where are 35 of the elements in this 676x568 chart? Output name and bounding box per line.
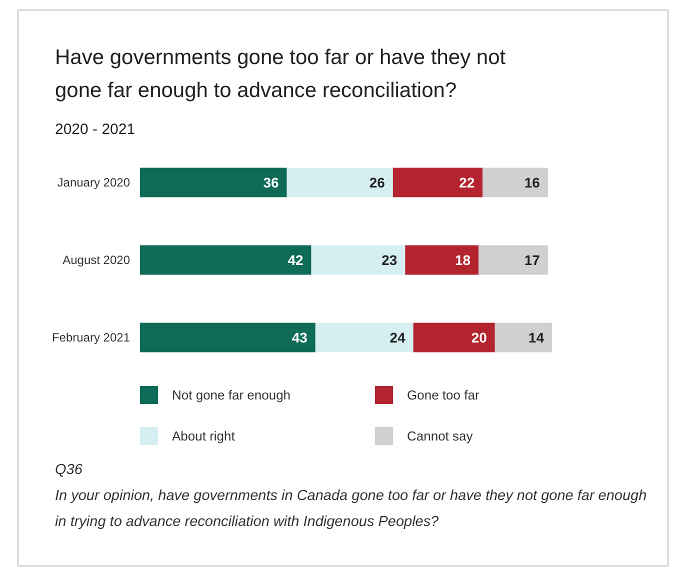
data-label: 18 xyxy=(454,252,471,268)
bar xyxy=(482,168,548,198)
data-label: 43 xyxy=(292,329,308,346)
data-label: 42 xyxy=(288,252,304,268)
legend-label: Not gone far enough xyxy=(172,388,291,403)
bar xyxy=(140,322,316,352)
data-label: 22 xyxy=(459,174,475,190)
bar xyxy=(405,245,479,275)
y-tick-label: January 2020 xyxy=(57,175,130,190)
data-label: 36 xyxy=(263,174,280,190)
legend-label: About right xyxy=(172,428,236,444)
bar xyxy=(311,245,406,275)
bar xyxy=(140,245,312,275)
bar xyxy=(140,168,287,198)
y-tick-label: August 2020 xyxy=(62,252,130,267)
data-label: 24 xyxy=(390,329,406,346)
chart-title: Have governments gone too far or have they not gone far enough to advance reconciliation? xyxy=(55,46,506,102)
bar xyxy=(315,322,414,352)
data-label: 20 xyxy=(471,329,488,346)
bar xyxy=(392,168,483,198)
bar xyxy=(286,168,393,198)
text: In your opinion, have governments in Canada gone too far or have they not gone far enough in trying to advance reconciliation with Indigenous Peoples? xyxy=(55,488,647,530)
data-label: 17 xyxy=(524,252,540,268)
text: Q36 xyxy=(55,462,84,478)
y-tick-label: February 2021 xyxy=(52,330,130,344)
data-label: 26 xyxy=(369,174,386,190)
chart-subtitle: 2020 - 2021 xyxy=(55,121,136,138)
bar xyxy=(478,245,548,275)
bar xyxy=(413,322,495,352)
data-label: 23 xyxy=(382,252,398,268)
legend-label: Gone too far xyxy=(407,388,480,403)
data-label: 14 xyxy=(528,329,544,346)
bar xyxy=(494,322,552,352)
legend-label: Cannot say xyxy=(407,428,474,444)
data-label: 16 xyxy=(524,174,540,190)
